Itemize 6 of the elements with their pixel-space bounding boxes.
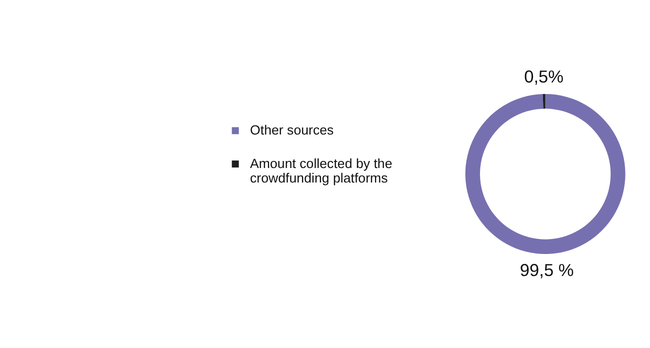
donut-slice bbox=[465, 94, 626, 254]
legend-label: Other sources bbox=[250, 122, 334, 138]
donut-slice bbox=[542, 94, 546, 109]
legend-label: Amount collected by the crowdfunding platforms bbox=[250, 156, 392, 186]
data-label: 99,5 % bbox=[520, 260, 574, 280]
data-label: 0,5% bbox=[524, 66, 564, 87]
